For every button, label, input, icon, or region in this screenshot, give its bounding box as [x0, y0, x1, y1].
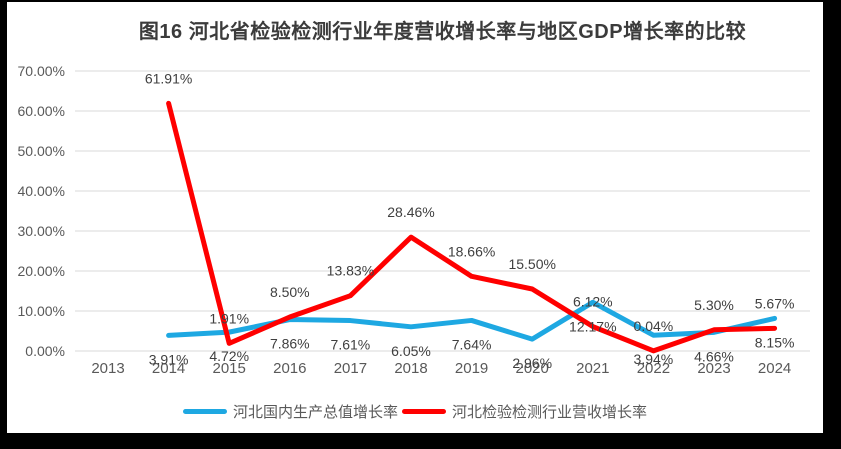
x-axis-tick-label: 2020	[516, 360, 549, 377]
y-axis-tick-label: 60.00%	[18, 103, 65, 119]
data-label: 13.83%	[327, 263, 374, 279]
legend-item-gdp-growth: 河北国内生产总值增长率	[182, 401, 398, 422]
x-axis-tick-label: 2023	[697, 360, 730, 377]
y-axis-tick-label: 50.00%	[18, 143, 65, 159]
data-label: 7.64%	[452, 336, 492, 352]
data-label: 5.30%	[694, 297, 734, 313]
x-axis-tick-label: 2016	[273, 360, 306, 377]
data-label: 5.67%	[755, 295, 795, 311]
x-axis-tick-label: 2019	[455, 360, 488, 377]
y-axis-tick-label: 30.00%	[18, 223, 65, 239]
y-axis-tick-label: 70.00%	[18, 63, 65, 79]
legend-label-gdp-growth: 河北国内生产总值增长率	[232, 404, 398, 421]
data-label: 7.86%	[270, 336, 310, 352]
y-axis-tick-label: 40.00%	[18, 183, 65, 199]
data-label: 2.96%	[512, 355, 552, 371]
data-label: 4.66%	[694, 348, 734, 364]
data-label: 7.61%	[331, 337, 371, 353]
series-line-0	[166, 299, 778, 342]
data-label: 4.72%	[209, 348, 249, 364]
x-axis-tick-label: 2022	[637, 360, 670, 377]
data-label: 8.50%	[270, 284, 310, 300]
data-label: 18.66%	[448, 243, 495, 259]
x-axis-tick-label: 2013	[91, 360, 124, 377]
x-axis-tick-label: 2018	[394, 360, 427, 377]
data-label: 61.91%	[145, 70, 192, 86]
x-axis-tick-label: 2017	[334, 360, 367, 377]
data-label: 6.12%	[573, 294, 613, 310]
y-axis-tick-label: 20.00%	[18, 263, 65, 279]
data-label: 0.04%	[634, 318, 674, 334]
data-label: 12.17%	[569, 318, 616, 334]
y-axis-tick-label: 10.00%	[18, 303, 65, 319]
gdp-series-line-swatch	[182, 409, 227, 414]
data-label: 1.91%	[209, 310, 249, 326]
chart-legend: 河北国内生产总值增长率 河北检验检测行业营收增长率	[7, 401, 823, 422]
chart-canvas: 图16 河北省检验检测行业年度营收增长率与地区GDP增长率的比较 0.00% 10…	[7, 2, 823, 433]
x-axis-tick-label: 2014	[152, 360, 185, 377]
revenue-series-line-swatch	[402, 409, 446, 414]
line-chart-plot: 0.00% 10.00% 20.00% 30.00% 40.00% 50.00% 60.00…	[18, 63, 810, 377]
x-axis-tick-label: 2024	[758, 360, 791, 377]
series-line-1	[166, 100, 778, 354]
legend-item-revenue-growth: 河北检验检测行业营收增长率	[402, 401, 647, 422]
data-label: 6.05%	[391, 343, 431, 359]
data-label: 15.50%	[508, 256, 555, 272]
legend-label-revenue-growth: 河北检验检测行业营收增长率	[452, 404, 648, 421]
chart-title: 图16 河北省检验检测行业年度营收增长率与地区GDP增长率的比较	[138, 21, 747, 43]
data-label: 3.94%	[634, 351, 674, 367]
x-axis-tick-label: 2015	[213, 360, 246, 377]
data-label: 3.91%	[149, 351, 189, 367]
data-label: 8.15%	[755, 334, 795, 350]
y-axis-tick-label: 0.00%	[25, 343, 65, 359]
data-label: 28.46%	[387, 204, 434, 220]
x-axis-tick-label: 2021	[576, 360, 609, 377]
